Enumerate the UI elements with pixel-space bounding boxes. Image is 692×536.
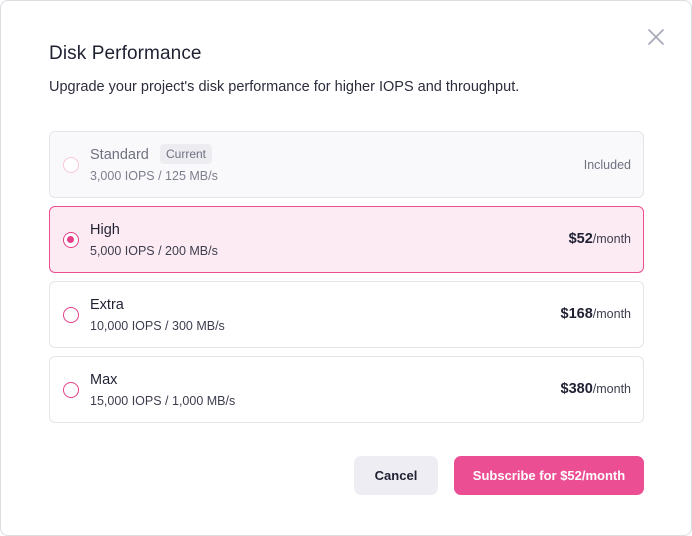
option-name: High xyxy=(90,222,120,238)
close-icon[interactable] xyxy=(645,26,667,48)
price-amount: $380 xyxy=(560,381,593,397)
price-amount: $52 xyxy=(568,231,593,247)
cancel-button[interactable]: Cancel xyxy=(354,456,438,495)
price-amount: $168 xyxy=(560,306,593,322)
option-price: $380/month xyxy=(561,381,631,397)
radio-standard[interactable] xyxy=(63,157,79,173)
option-standard[interactable]: Standard Current 3,000 IOPS / 125 MB/s I… xyxy=(49,131,644,198)
dialog-title: Disk Performance xyxy=(49,43,202,64)
radio-max[interactable] xyxy=(63,382,79,398)
option-high[interactable]: High 5,000 IOPS / 200 MB/s $52/month xyxy=(49,206,644,273)
option-spec: 15,000 IOPS / 1,000 MB/s xyxy=(90,394,236,408)
dialog-subtitle: Upgrade your project's disk performance … xyxy=(49,79,520,95)
option-spec: 3,000 IOPS / 125 MB/s xyxy=(90,169,218,183)
radio-extra[interactable] xyxy=(63,307,79,323)
current-badge: Current xyxy=(160,144,213,164)
option-price: $168/month xyxy=(561,306,631,322)
price-period: /month xyxy=(592,307,631,321)
option-price: $52/month xyxy=(569,231,631,247)
option-extra[interactable]: Extra 10,000 IOPS / 300 MB/s $168/month xyxy=(49,281,644,348)
performance-options: Standard Current 3,000 IOPS / 125 MB/s I… xyxy=(49,131,644,431)
option-spec: 5,000 IOPS / 200 MB/s xyxy=(90,244,218,258)
price-period: /month xyxy=(592,232,631,246)
price-period: /month xyxy=(592,382,631,396)
subscribe-button[interactable]: Subscribe for $52/month xyxy=(454,456,644,495)
option-name: Standard xyxy=(90,147,149,163)
option-name: Max xyxy=(90,372,118,388)
option-name: Extra xyxy=(90,297,124,313)
radio-high[interactable] xyxy=(63,232,79,248)
option-max[interactable]: Max 15,000 IOPS / 1,000 MB/s $380/month xyxy=(49,356,644,423)
option-spec: 10,000 IOPS / 300 MB/s xyxy=(90,319,225,333)
option-price-included: Included xyxy=(583,158,631,172)
radio-dot xyxy=(67,236,74,243)
